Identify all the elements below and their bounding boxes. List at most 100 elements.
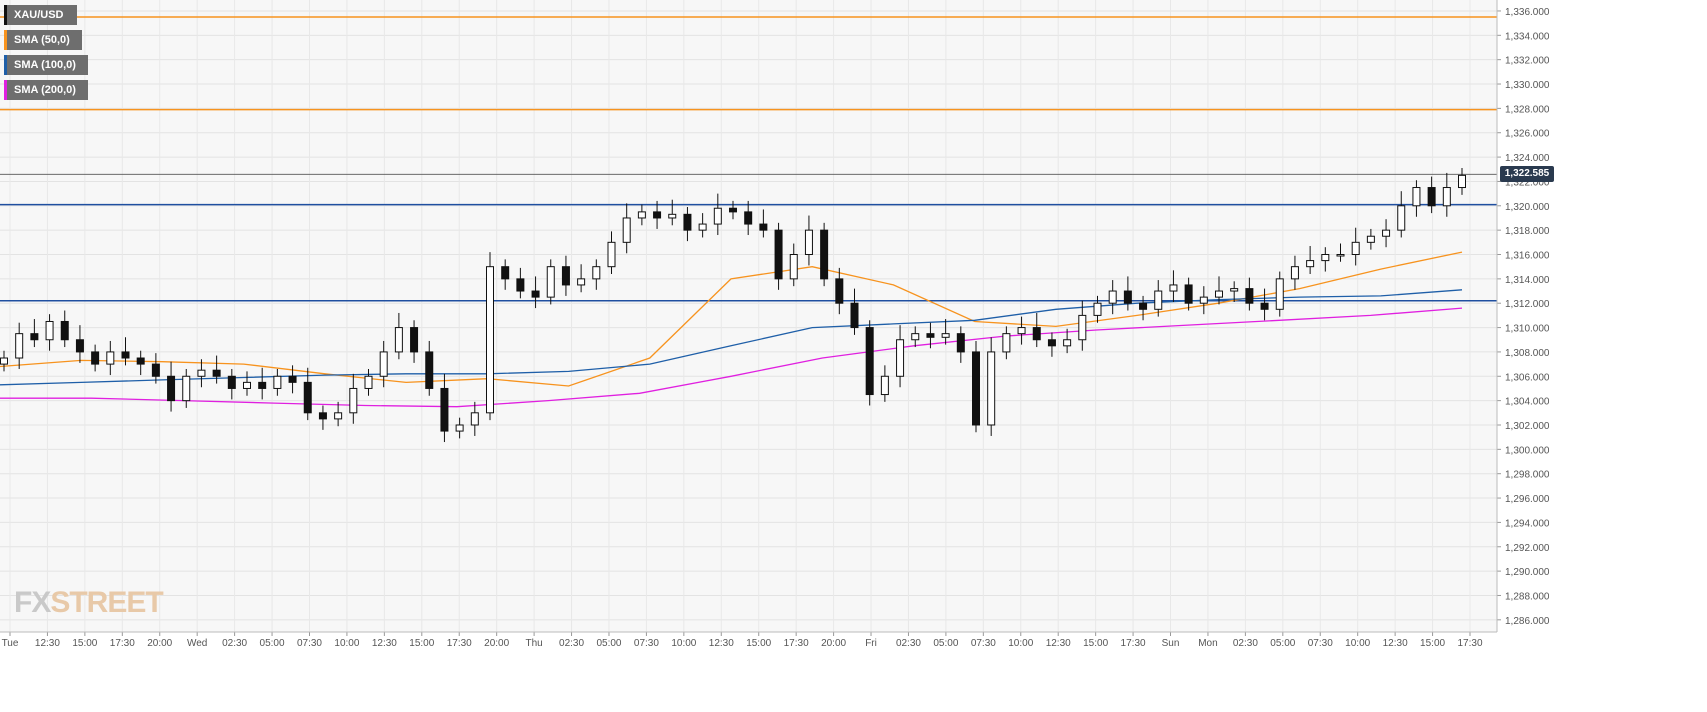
x-tick-label: 20:00 xyxy=(821,638,846,649)
candle-down xyxy=(303,381,312,414)
candle-down xyxy=(683,213,692,231)
candle-down xyxy=(835,278,844,304)
candle-up xyxy=(1275,278,1284,310)
candle-up xyxy=(637,211,646,219)
candle-up xyxy=(1215,290,1223,298)
x-tick-label: 12:30 xyxy=(709,638,734,649)
x-tick-label: Mon xyxy=(1198,638,1217,649)
candle-up xyxy=(698,223,707,231)
x-tick-label: 10:00 xyxy=(1345,638,1370,649)
candle-down xyxy=(865,327,874,396)
candle-down xyxy=(1427,187,1436,207)
legend-item-sma100[interactable]: SMA (100,0) xyxy=(4,55,88,75)
candle-down xyxy=(136,357,145,365)
candle-up xyxy=(1306,260,1315,268)
legend-label: SMA (100,0) xyxy=(14,59,76,71)
y-tick-label: 1,336.000 xyxy=(1505,7,1550,18)
candle-up xyxy=(1093,302,1102,316)
candle-down xyxy=(1184,284,1193,304)
x-tick-label: 10:00 xyxy=(671,638,696,649)
candle-up xyxy=(592,266,601,280)
y-tick-label: 1,320.000 xyxy=(1505,202,1550,213)
x-tick-label: 05:00 xyxy=(1270,638,1295,649)
candle-up xyxy=(546,266,555,298)
candle-up xyxy=(0,357,8,365)
candle-up xyxy=(668,213,677,219)
fxstreet-logo: FXSTREET xyxy=(14,586,164,620)
candle-down xyxy=(729,207,737,213)
candle-up xyxy=(273,375,282,389)
logo-street: STREET xyxy=(50,586,163,619)
candle-up xyxy=(197,369,206,377)
candle-up xyxy=(334,412,343,420)
candle-down xyxy=(91,351,100,365)
candle-down xyxy=(121,351,130,359)
x-tick-label: 05:00 xyxy=(596,638,621,649)
y-tick-label: 1,288.000 xyxy=(1505,591,1550,602)
candle-down xyxy=(440,387,449,432)
sma-100-line xyxy=(0,289,1463,386)
x-tick-label: Tue xyxy=(2,638,19,649)
candle-up xyxy=(1412,187,1421,207)
current-price-tag: 1,322.585 xyxy=(1500,166,1554,182)
candle-up xyxy=(987,351,996,426)
candle-down xyxy=(1139,302,1148,310)
candle-up xyxy=(1351,241,1360,256)
candle-up xyxy=(577,278,586,286)
y-tick-label: 1,300.000 xyxy=(1505,445,1550,456)
candle-down xyxy=(227,375,236,389)
candle-up xyxy=(896,339,905,377)
x-tick-label: 02:30 xyxy=(559,638,584,649)
legend-item-xauusd[interactable]: XAU/USD xyxy=(4,5,77,25)
candle-up xyxy=(1442,187,1451,207)
legend-item-sma200[interactable]: SMA (200,0) xyxy=(4,80,88,100)
candle-up xyxy=(455,424,464,432)
sma-200-line xyxy=(0,307,1463,408)
legend-label: SMA (50,0) xyxy=(14,34,70,46)
x-tick-label: 07:30 xyxy=(971,638,996,649)
candle-down xyxy=(167,375,176,402)
candle-down xyxy=(501,266,510,280)
candle-up xyxy=(880,375,889,396)
y-tick-label: 1,308.000 xyxy=(1505,348,1550,359)
legend-swatch xyxy=(4,30,7,50)
x-tick-label: 07:30 xyxy=(634,638,659,649)
x-tick-label: 17:30 xyxy=(784,638,809,649)
y-tick-label: 1,330.000 xyxy=(1505,80,1550,91)
y-tick-label: 1,292.000 xyxy=(1505,543,1550,554)
candle-down xyxy=(1032,327,1041,341)
candle-up xyxy=(1169,284,1178,292)
candle-down xyxy=(1245,288,1254,304)
candle-down xyxy=(1260,302,1269,310)
candle-up xyxy=(804,229,813,256)
candle-up xyxy=(1321,254,1330,262)
candle-down xyxy=(318,412,327,420)
candles xyxy=(0,168,1466,443)
candle-up xyxy=(1017,327,1026,335)
candle-up xyxy=(470,412,479,426)
candle-up xyxy=(789,254,798,280)
y-tick-label: 1,296.000 xyxy=(1505,494,1550,505)
candle-down xyxy=(850,302,859,329)
candle-down xyxy=(258,381,267,389)
x-tick-label: 20:00 xyxy=(484,638,509,649)
candle-up xyxy=(1230,288,1239,292)
candle-down xyxy=(820,229,829,280)
y-tick-label: 1,302.000 xyxy=(1505,421,1550,432)
legend-item-sma50[interactable]: SMA (50,0) xyxy=(4,30,82,50)
candle-down xyxy=(956,333,965,353)
candle-up xyxy=(15,333,24,359)
candle-up xyxy=(1290,266,1299,280)
candle-up xyxy=(941,333,950,338)
x-tick-label: 15:00 xyxy=(72,638,97,649)
candle-up xyxy=(622,217,631,243)
candle-down xyxy=(288,375,297,383)
x-tick-label: 15:00 xyxy=(746,638,771,649)
candle-up xyxy=(1366,235,1375,243)
candle-down xyxy=(774,229,783,280)
y-tick-label: 1,310.000 xyxy=(1505,324,1550,335)
y-tick-label: 1,316.000 xyxy=(1505,251,1550,262)
sma-50-line xyxy=(0,251,1463,387)
y-tick-label: 1,324.000 xyxy=(1505,153,1550,164)
